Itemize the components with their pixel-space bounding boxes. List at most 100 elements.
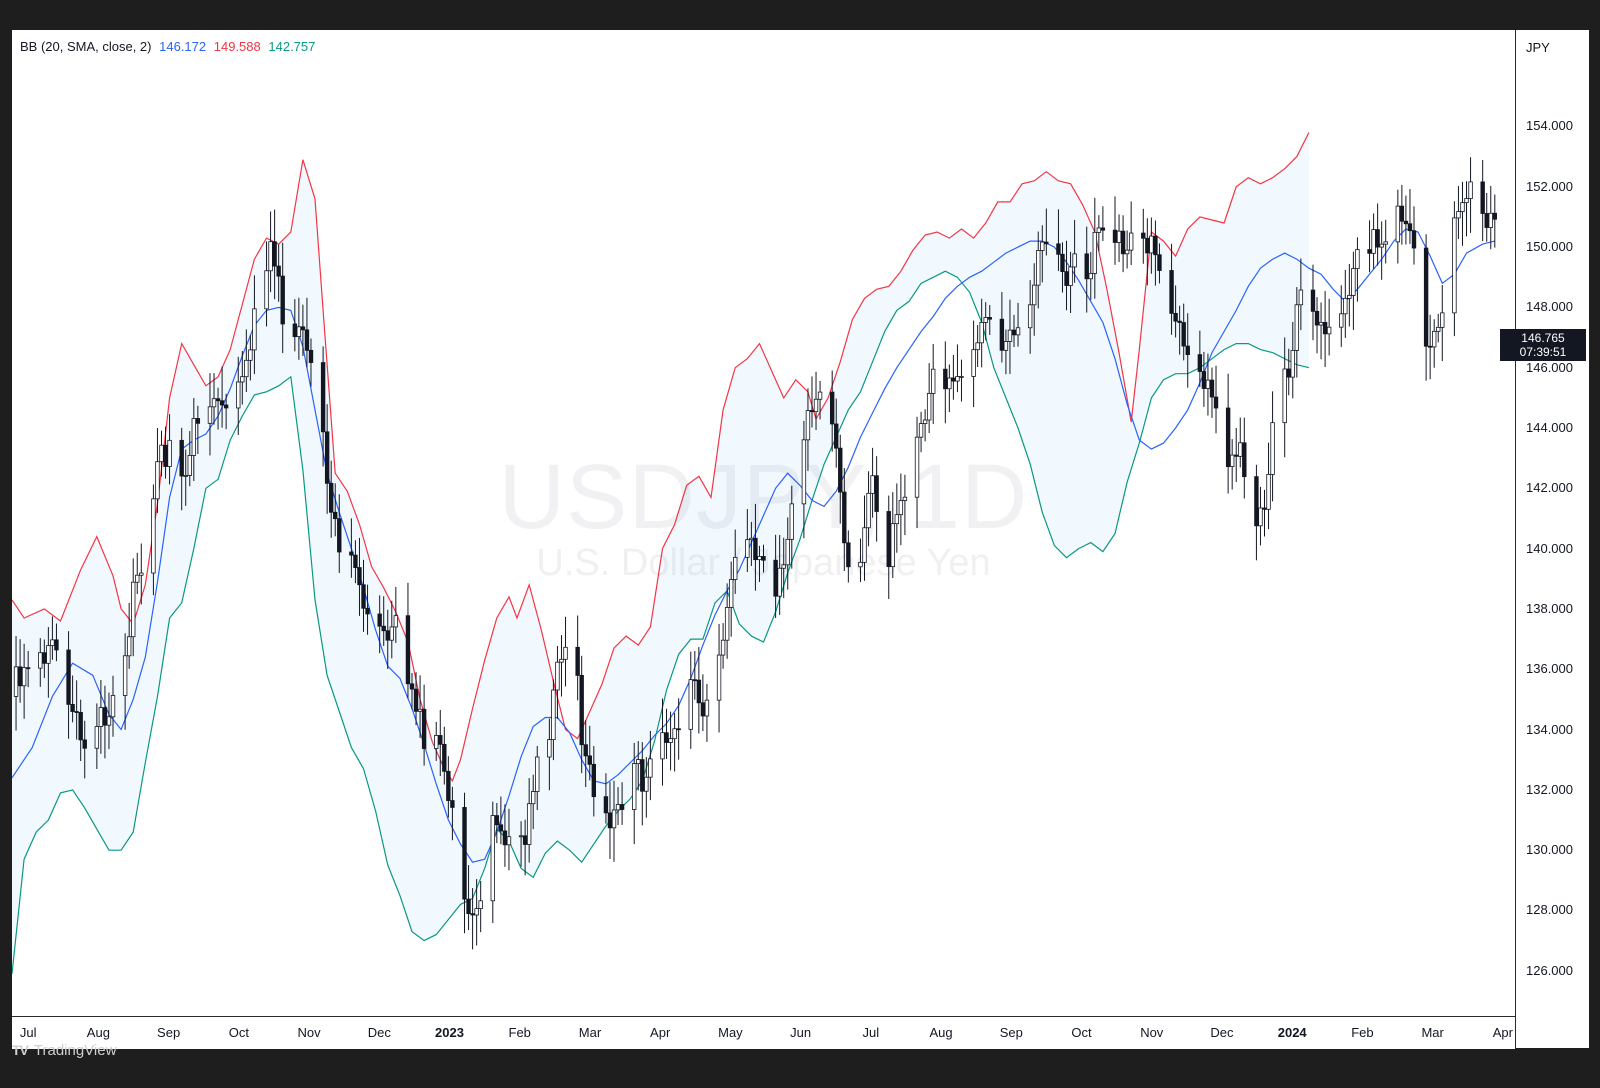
candle	[236, 356, 241, 435]
candle	[42, 639, 47, 679]
candle	[94, 703, 100, 769]
candle-body	[1343, 297, 1348, 315]
candle	[163, 426, 168, 479]
candle	[1351, 251, 1356, 330]
candle	[126, 603, 132, 669]
candle-body	[102, 707, 108, 726]
candle-body	[304, 329, 310, 351]
candle	[1056, 209, 1061, 272]
candle	[1318, 302, 1324, 360]
candle-body	[474, 908, 479, 916]
time-tick-label: 2023	[435, 1025, 464, 1040]
candle-body	[1371, 229, 1376, 254]
candle-body	[559, 658, 564, 663]
candle-body	[1141, 232, 1146, 239]
candle	[135, 552, 140, 595]
candle	[1036, 231, 1041, 309]
candle-body	[191, 418, 197, 456]
candle	[442, 726, 447, 785]
candle-body	[838, 447, 843, 493]
candle	[1205, 353, 1211, 416]
candle	[805, 388, 811, 471]
candle-body	[805, 410, 811, 441]
candle-body	[1375, 229, 1380, 248]
price-chart[interactable]	[12, 30, 1515, 1016]
candle	[1468, 157, 1473, 233]
candle	[413, 672, 419, 726]
candle	[1262, 489, 1267, 537]
candle	[155, 427, 160, 513]
candle-body	[761, 556, 766, 561]
candle-body	[215, 398, 221, 402]
candle-body	[50, 639, 55, 646]
time-tick-label: Sep	[157, 1025, 181, 1040]
candle	[195, 405, 201, 455]
candle	[304, 297, 310, 368]
time-axis[interactable]: Jul Aug Sep Oct Nov Dec 2023 Feb Mar Apr May Jun Jul…	[12, 1016, 1515, 1049]
candle	[1234, 428, 1239, 483]
candle	[636, 741, 641, 791]
candle-body	[1298, 289, 1304, 306]
candle	[450, 786, 455, 841]
candle-body	[1411, 230, 1417, 249]
candle	[167, 414, 172, 485]
candle-body	[724, 607, 730, 641]
candle-body	[502, 830, 508, 846]
candle-body	[757, 556, 762, 561]
time-tick-label: Dec	[1210, 1025, 1234, 1040]
candle	[866, 471, 871, 547]
candle-body	[587, 755, 592, 765]
candle	[676, 698, 681, 760]
candle-body	[38, 652, 43, 669]
candle	[1153, 220, 1158, 286]
candle-body	[615, 804, 621, 811]
candle-body	[975, 342, 980, 351]
bollinger-legend[interactable]: BB (20, SMA, close, 2) 146.172 149.588 1…	[20, 39, 319, 54]
candle	[470, 888, 475, 950]
candle-body	[82, 739, 87, 749]
candle	[728, 561, 734, 637]
candle-body	[890, 523, 895, 568]
candle	[1286, 348, 1291, 396]
candle-body	[94, 726, 100, 749]
candle-body	[753, 537, 758, 561]
chart-pane[interactable]: USDJPY, 1D U.S. Dollar / Japanese Yen BB…	[12, 30, 1589, 1049]
candle-body	[292, 323, 298, 338]
candle-body	[947, 377, 952, 390]
candle	[1060, 242, 1065, 293]
candle-body	[223, 404, 229, 409]
candle-body	[1157, 254, 1162, 271]
candle	[240, 351, 245, 405]
candle-body	[272, 241, 277, 267]
candle-body	[1173, 312, 1178, 322]
candle-body	[42, 652, 47, 664]
candle-body	[1379, 243, 1384, 248]
candle-body	[1456, 211, 1461, 219]
candle	[1492, 194, 1497, 248]
candle-body	[894, 514, 900, 525]
candle-body	[781, 564, 786, 569]
candle-body	[1395, 205, 1401, 243]
tradingview-brand[interactable]: TV TradingView	[12, 1039, 116, 1061]
candle-body	[640, 759, 645, 792]
candle	[898, 473, 904, 546]
candle	[1242, 417, 1247, 499]
candle	[1112, 196, 1118, 265]
candle-body	[1124, 249, 1130, 255]
plot-area[interactable]: USDJPY, 1D U.S. Dollar / Japanese Yen BB…	[12, 30, 1515, 1016]
price-axis[interactable]: JPY 126.000 128.000 130.000 132.000 134.000 1…	[1515, 30, 1589, 1048]
candle-body	[413, 688, 419, 712]
candle	[918, 411, 924, 453]
candle-body	[1431, 330, 1437, 348]
candle-body	[1423, 247, 1429, 347]
candle-body	[167, 439, 172, 467]
candle	[1238, 417, 1243, 468]
candle	[914, 416, 920, 529]
candle	[664, 708, 669, 759]
candle-body	[1383, 241, 1388, 245]
time-tick-label: Sep	[999, 1025, 1023, 1040]
candle-body	[1209, 379, 1215, 398]
candle-body	[78, 712, 83, 741]
candle	[349, 518, 354, 578]
candle	[1423, 234, 1429, 381]
